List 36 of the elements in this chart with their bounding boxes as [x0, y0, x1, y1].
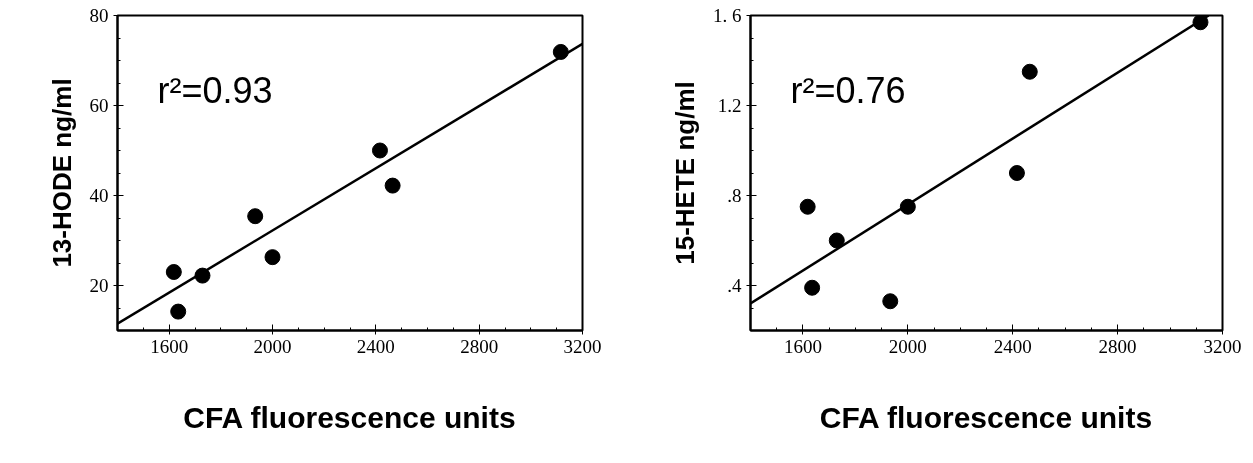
annotation: r²=0.93: [157, 69, 273, 111]
x-tick-label: 3200: [1203, 335, 1242, 357]
x-tick-label: 3200: [563, 335, 602, 357]
x-tick-label: 2400: [356, 335, 395, 357]
y-tick-label: 1. 6: [713, 5, 742, 26]
y-axis-title: 13-HODE ng/ml: [46, 78, 77, 268]
x-axis-title: CFA fluorescence units: [819, 400, 1153, 434]
point: [804, 279, 821, 296]
point: [170, 303, 187, 320]
point: [828, 232, 845, 249]
point: [1008, 165, 1025, 181]
point: [247, 208, 264, 225]
point: [882, 293, 899, 310]
point: [799, 198, 816, 215]
x-tick-label: 2400: [993, 335, 1032, 357]
y-tick-label: 20: [89, 275, 109, 296]
y-tick-label: .4: [727, 275, 742, 296]
y-tick-label: 40: [89, 185, 109, 206]
y-tick-label: 80: [89, 5, 109, 26]
y-tick-label: .8: [727, 185, 742, 206]
x-tick-label: 2800: [460, 335, 499, 357]
x-tick-label: 1600: [150, 335, 189, 357]
y-axis-title: 15-HETE ng/ml: [670, 81, 700, 265]
point: [384, 177, 401, 194]
x-axis-title: CFA fluorescence units: [183, 400, 516, 434]
x-tick-label: 2800: [1098, 335, 1137, 357]
y-tick-label: 1.2: [717, 95, 742, 116]
y-tick-label: 60: [89, 95, 109, 116]
point: [1021, 63, 1038, 80]
point: [371, 142, 388, 159]
x-tick-label: 1600: [783, 335, 822, 357]
point: [165, 264, 182, 280]
x-tick-label: 2000: [888, 335, 927, 357]
x-tick-label: 2000: [253, 335, 292, 357]
annotation: r²=0.76: [790, 69, 906, 111]
point: [264, 249, 281, 266]
